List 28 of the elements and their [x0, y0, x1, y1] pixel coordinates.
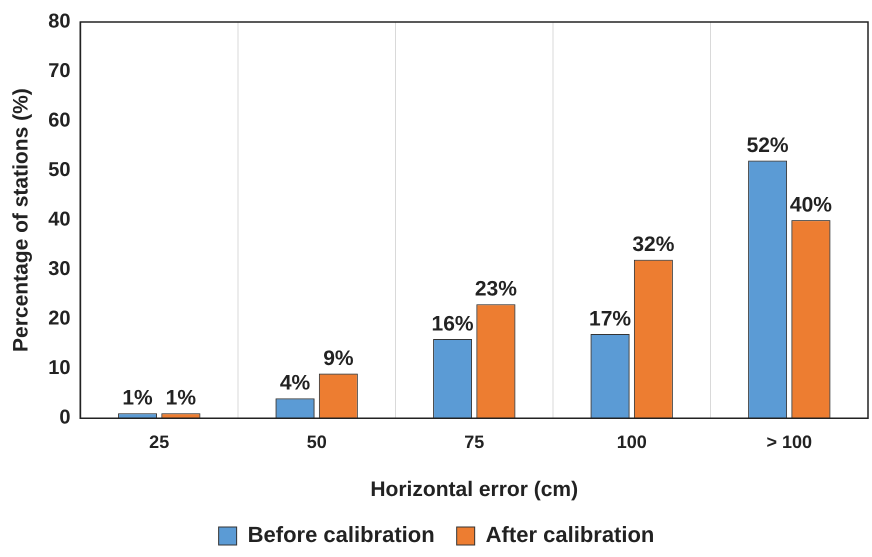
data-label: 1%	[122, 386, 154, 410]
data-label: 52%	[746, 134, 789, 157]
y-tick-label: 40	[48, 208, 70, 231]
x-tick-label: 50	[306, 432, 327, 452]
x-axis-title: Horizontal error (cm)	[370, 478, 578, 502]
x-tick-label: > 100	[766, 432, 812, 452]
y-axis-title: Percentage of stations (%)	[9, 88, 32, 352]
data-label: 16%	[432, 312, 474, 336]
data-label: 1%	[166, 386, 196, 410]
x-tick-label: 75	[464, 432, 484, 452]
data-label: 4%	[280, 372, 311, 395]
y-tick-label: 30	[48, 258, 70, 280]
y-tick-label: 80	[48, 10, 70, 33]
data-label: 40%	[790, 193, 832, 216]
data-label: 23%	[474, 278, 518, 301]
y-tick-label: 70	[48, 60, 70, 82]
x-tick-label: 100	[616, 432, 647, 452]
y-tick-label: 10	[48, 357, 70, 380]
x-tick-label: 25	[149, 432, 170, 452]
data-label: 9%	[323, 346, 354, 370]
y-tick-label: 60	[48, 110, 70, 132]
y-tick-label: 20	[48, 308, 70, 330]
legend-label: Before calibration	[248, 522, 435, 548]
y-tick-label: 0	[59, 406, 70, 429]
data-label: 17%	[589, 307, 632, 330]
legend-label: After calibration	[486, 522, 654, 548]
y-tick-label: 50	[48, 159, 70, 182]
data-label: 32%	[632, 233, 675, 256]
